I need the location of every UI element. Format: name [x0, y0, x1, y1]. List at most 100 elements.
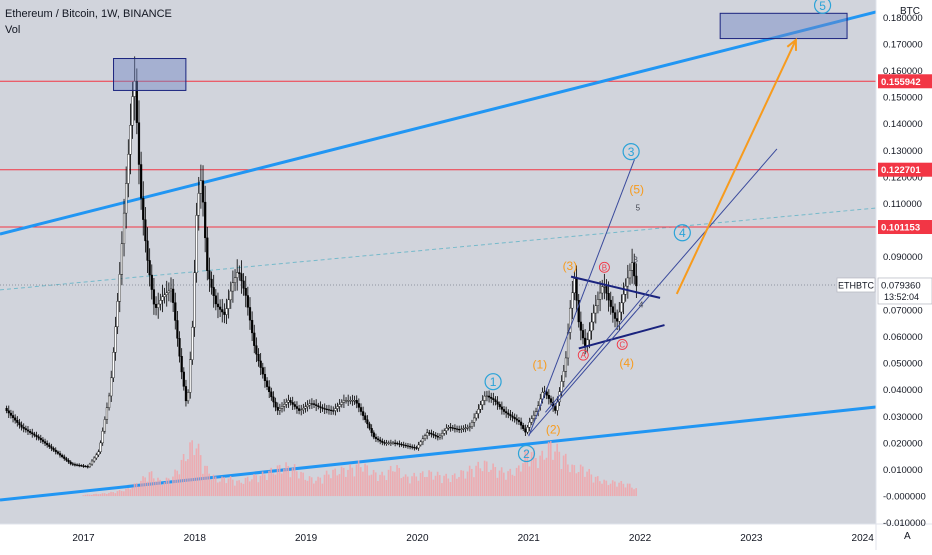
auto-scale-button[interactable]: A: [904, 531, 911, 542]
level-tag-bg-2: [878, 220, 932, 235]
volume-bar-100: [295, 471, 298, 497]
candle-body-18: [43, 441, 47, 444]
candle-body-213: [460, 428, 463, 430]
candle-body-134: [291, 402, 294, 405]
candle-body-219: [473, 417, 476, 423]
volume-bar-4: [91, 494, 93, 497]
candle-body-164: [355, 400, 358, 404]
volume-bar-29: [144, 477, 146, 497]
volume-bar-212: [535, 458, 537, 497]
candle-body-127: [276, 406, 279, 411]
volume-bar-259: [635, 488, 637, 497]
candle-body-66: [146, 240, 149, 261]
candle-body-168: [364, 415, 367, 420]
volume-bar-54: [197, 443, 200, 497]
candle-body-77: [169, 288, 173, 292]
candle-body-137: [297, 408, 301, 411]
candle-body-141: [306, 404, 309, 407]
wave-lines-layer: [528, 148, 778, 437]
x-axis[interactable]: 2017 2018 2019 2020 2021 2022 2023 2024: [72, 533, 874, 544]
volume-bar-44: [176, 470, 179, 497]
volume-bar-257: [631, 487, 633, 497]
candle-body-156: [338, 404, 341, 407]
wave-circle-0: [484, 373, 502, 391]
volume-bar-33: [152, 478, 155, 497]
candle-body-49: [110, 377, 113, 397]
volume-bar-118: [334, 468, 336, 497]
volume-bar-119: [336, 475, 339, 497]
volume-bar-99: [293, 464, 296, 497]
volume-bar-184: [475, 465, 477, 497]
volume-bar-7: [97, 494, 100, 497]
candle-body-28: [65, 458, 68, 461]
candle-body-239: [515, 418, 518, 421]
y-tick-label-4: 0.140000: [883, 119, 923, 130]
price-tags-layer: 0.155942 0.122701 0.101153 0.07936013:52:04…: [836, 74, 932, 305]
volume-bar-121: [340, 466, 343, 497]
candle-body-81: [178, 338, 181, 357]
wave-label-15: C: [619, 340, 625, 349]
volume-indicator-label[interactable]: Vol: [5, 24, 20, 36]
candle-body-161: [349, 400, 352, 402]
candle-body-208: [449, 426, 452, 429]
volume-bar-88: [270, 467, 272, 497]
candle-body-114: [248, 307, 252, 321]
volume-bar-181: [468, 465, 471, 497]
volume-bar-238: [590, 474, 593, 497]
volume-bar-220: [552, 459, 554, 497]
candle-body-113: [246, 295, 249, 308]
volume-bar-113: [323, 474, 326, 497]
volume-bar-166: [436, 471, 439, 497]
volume-bar-141: [383, 475, 386, 497]
y-axis[interactable]: 0.180000 0.170000 0.160000 0.150000 0.140000…: [883, 13, 926, 529]
candle-body-83: [182, 371, 185, 387]
candle-body-128: [278, 408, 281, 411]
candle-body-211: [455, 428, 459, 430]
volume-bar-122: [342, 467, 345, 497]
volume-bar-201: [511, 474, 514, 497]
candle-body-154: [334, 408, 337, 411]
volume-bar-256: [628, 483, 631, 497]
y-tick-label-9: 0.090000: [883, 252, 923, 263]
volume-bar-209: [528, 466, 531, 497]
volume-bar-23: [131, 487, 134, 497]
volume-bar-101: [298, 478, 300, 497]
level-tag-label-1: 0.122701: [881, 165, 921, 176]
y-tick-label-6: 0.120000: [883, 172, 923, 183]
volume-bar-147: [396, 465, 398, 497]
volume-bar-206: [522, 463, 524, 497]
candle-body-153: [332, 410, 335, 412]
candle-body-234: [505, 411, 508, 414]
volume-bar-189: [485, 461, 488, 497]
volume-bar-133: [366, 465, 368, 497]
candle-body-45: [101, 430, 104, 444]
candle-body-2: [9, 412, 13, 416]
volume-bar-176: [458, 477, 460, 497]
candle-body-144: [312, 403, 316, 405]
volume-bar-228: [569, 472, 571, 497]
volume-bar-208: [526, 450, 529, 497]
candle-body-85: [186, 392, 190, 402]
channel-layer: [0, 10, 877, 502]
candle-body-54: [120, 243, 124, 275]
candle-body-21: [50, 446, 53, 449]
volume-bar-32: [150, 471, 153, 497]
volume-bar-227: [567, 464, 569, 497]
candle-body-165: [357, 403, 360, 408]
wave-circle-4: [813, 0, 832, 14]
candle-body-126: [274, 401, 277, 408]
volume-bar-159: [421, 471, 424, 497]
candle-body-6: [18, 422, 21, 426]
candle-body-240: [517, 420, 521, 423]
volume-bar-180: [466, 471, 469, 497]
volume-bar-117: [332, 469, 334, 497]
volume-bar-164: [432, 479, 435, 497]
volume-bar-24: [133, 483, 136, 497]
candle-body-272: [586, 339, 589, 346]
volume-bar-103: [302, 472, 304, 497]
candle-body-237: [511, 415, 514, 418]
candle-body-22: [52, 448, 55, 451]
candle-body-286: [616, 318, 619, 322]
